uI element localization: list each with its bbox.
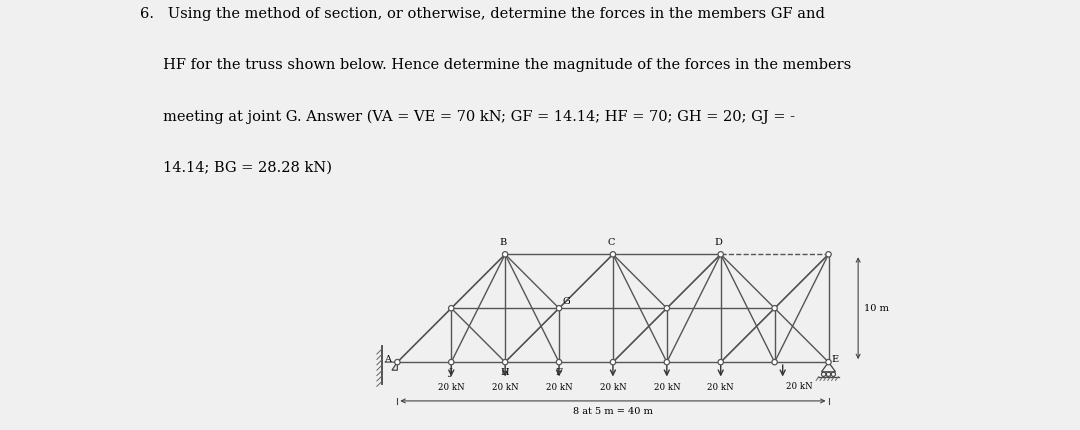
Text: J: J (448, 368, 453, 377)
Circle shape (664, 359, 670, 365)
Text: F: F (555, 368, 562, 377)
Text: 14.14; BG = 28.28 kN): 14.14; BG = 28.28 kN) (140, 160, 333, 174)
Text: 20 kN: 20 kN (707, 383, 734, 392)
Circle shape (772, 359, 778, 365)
Text: E: E (832, 356, 838, 365)
Circle shape (610, 252, 616, 257)
Circle shape (664, 306, 670, 311)
Circle shape (448, 306, 454, 311)
Circle shape (502, 359, 508, 365)
Circle shape (448, 359, 454, 365)
Text: A: A (383, 356, 391, 365)
Text: D: D (715, 238, 723, 247)
Text: B: B (499, 238, 507, 247)
Text: 20 kN: 20 kN (653, 383, 680, 392)
Text: G: G (563, 297, 570, 306)
Text: HF for the truss shown below. Hence determine the magnitude of the forces in the: HF for the truss shown below. Hence dete… (140, 58, 852, 72)
Text: H: H (500, 368, 509, 377)
Circle shape (502, 252, 508, 257)
Circle shape (718, 252, 724, 257)
Circle shape (826, 359, 832, 365)
Text: C: C (607, 238, 615, 247)
Text: 20 kN: 20 kN (437, 383, 464, 392)
Text: 6.   Using the method of section, or otherwise, determine the forces in the memb: 6. Using the method of section, or other… (140, 7, 825, 21)
Circle shape (556, 306, 562, 311)
Text: 10 m: 10 m (864, 304, 889, 313)
Text: 8 at 5 m = 40 m: 8 at 5 m = 40 m (573, 407, 653, 416)
Circle shape (556, 359, 562, 365)
Circle shape (610, 359, 616, 365)
Circle shape (826, 252, 832, 257)
Circle shape (772, 306, 778, 311)
Text: 20 kN: 20 kN (545, 383, 572, 392)
Text: meeting at joint G. Answer (VA = VE = 70 kN; GF = 14.14; HF = 70; GH = 20; GJ = : meeting at joint G. Answer (VA = VE = 70… (140, 109, 795, 123)
Circle shape (394, 359, 400, 365)
Circle shape (718, 359, 724, 365)
Text: 20 kN: 20 kN (786, 381, 813, 390)
Text: 20 kN: 20 kN (599, 383, 626, 392)
Text: 20 kN: 20 kN (491, 383, 518, 392)
